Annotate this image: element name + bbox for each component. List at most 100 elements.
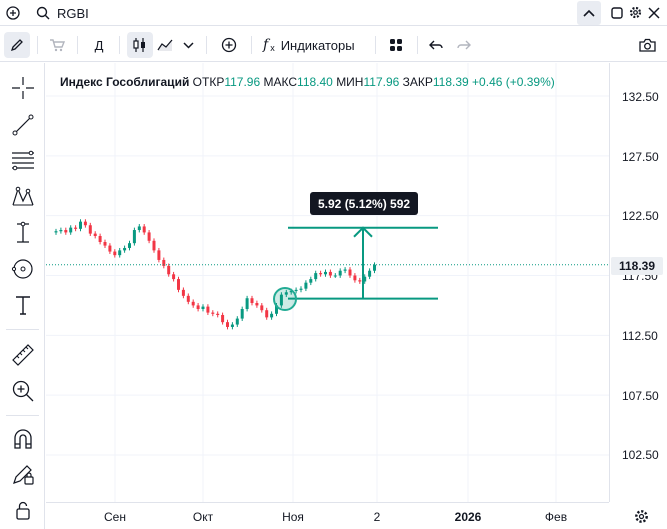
time-axis[interactable]: Сен Окт Ноя 2 2026 Фев [46,502,609,529]
candle-body [83,221,87,226]
measure-tooltip: 5.92 (5.12%) 592 [310,192,419,215]
collapse-button[interactable] [577,1,601,25]
forecast-icon[interactable] [8,218,38,248]
divider [375,36,376,54]
ellipse-icon[interactable] [8,254,38,284]
candles-icon[interactable] [127,32,153,58]
candle-body [270,313,274,318]
candle-body [304,282,308,289]
legend-instrument-name: Индекс Гособлигаций [60,75,190,89]
candle-body [147,232,151,241]
undo-icon[interactable] [424,32,448,58]
candle-body [142,226,146,233]
lock-drawing-icon[interactable] [8,459,38,489]
candle-body [177,279,180,290]
candle-body [186,295,190,302]
candle-body [230,324,234,327]
candle-body [373,264,376,271]
time-tick-label: 2026 [454,510,482,524]
price-tick-label: 122.50 [622,209,659,223]
function-icon: f [263,37,269,53]
add-symbol-icon[interactable] [6,6,20,25]
candle-body [314,273,318,280]
candle-body [118,250,122,256]
interval-button[interactable]: Д [94,37,104,53]
legend-low-value: 117.96 [363,75,400,89]
area-chart-icon[interactable] [154,32,176,58]
candle-body [128,243,131,248]
candle-body [255,303,259,306]
legend-close-label: ЗАКР [402,75,433,89]
chart-legend: Индекс Гособлигаций ОТКР 117.96 МАКС118.4… [60,75,555,89]
price-tick-label: 112.50 [622,329,658,343]
candle-body [64,230,68,233]
candle-body [348,269,352,276]
candle-body [289,291,293,293]
candle-body [338,270,342,276]
candle-body [299,288,303,290]
crosshair-icon[interactable] [8,73,38,103]
magnet-icon[interactable] [8,424,38,454]
drawing-toolbar [0,63,45,529]
layout-grid-icon[interactable] [383,32,409,58]
candle-body [152,240,156,251]
candle-body [79,221,82,229]
legend-high-label: МАКС [263,75,298,89]
measure-anchor-handle[interactable] [273,287,297,311]
trend-line-icon[interactable] [8,110,38,140]
axis-settings-icon[interactable] [634,509,649,529]
time-tick-label: Сен [104,510,126,524]
zoom-in-icon[interactable] [8,376,38,406]
compare-add-icon[interactable] [216,32,242,58]
text-tool-icon[interactable] [8,290,38,320]
candle-body [157,250,161,260]
divider [6,415,39,416]
divider [77,36,78,54]
candle-body [132,230,136,244]
time-tick-label: Фев [544,510,568,524]
candle-body [103,241,107,246]
divider [37,36,38,54]
pattern-icon[interactable] [8,182,38,212]
fib-levels-icon[interactable] [8,146,38,176]
candle-body [211,312,215,314]
divider [119,36,120,54]
candle-body [191,301,195,306]
candle-body [319,273,323,275]
candle-body [172,274,176,280]
redo-icon[interactable] [452,32,476,58]
candle-body [333,275,337,277]
candle-body [123,247,127,251]
search-icon[interactable] [36,6,50,25]
legend-open-label: ОТКР [192,75,225,89]
candle-body [275,305,278,314]
candle-body [328,271,332,276]
candle-body [226,322,229,327]
candle-body [309,279,313,283]
lock-icon[interactable] [8,495,38,525]
price-tick-label: 127.50 [622,150,659,164]
price-chart[interactable] [46,63,609,502]
drawing-mode-button[interactable] [4,32,30,58]
chevron-down-icon[interactable] [178,32,198,58]
camera-icon[interactable] [634,32,660,58]
maximize-icon[interactable] [611,6,623,24]
candle-body [69,227,73,233]
candle-body [240,309,244,319]
price-axis[interactable]: 132.50 127.50 122.50 117.50 112.50 107.5… [609,63,667,523]
function-icon-sub: x [270,43,275,53]
candle-body [216,313,220,315]
candle-body [250,298,254,304]
symbol-name[interactable]: RGBI [57,6,89,21]
cart-icon[interactable] [44,32,70,58]
settings-icon[interactable] [629,6,642,24]
indicators-label: Индикаторы [280,37,355,53]
legend-high-value: 118.40 [297,75,333,89]
close-icon[interactable] [648,6,660,24]
legend-low-label: МИН [336,75,364,89]
candle-body [93,233,97,237]
candle-body [221,314,225,323]
ruler-icon[interactable] [8,340,38,370]
